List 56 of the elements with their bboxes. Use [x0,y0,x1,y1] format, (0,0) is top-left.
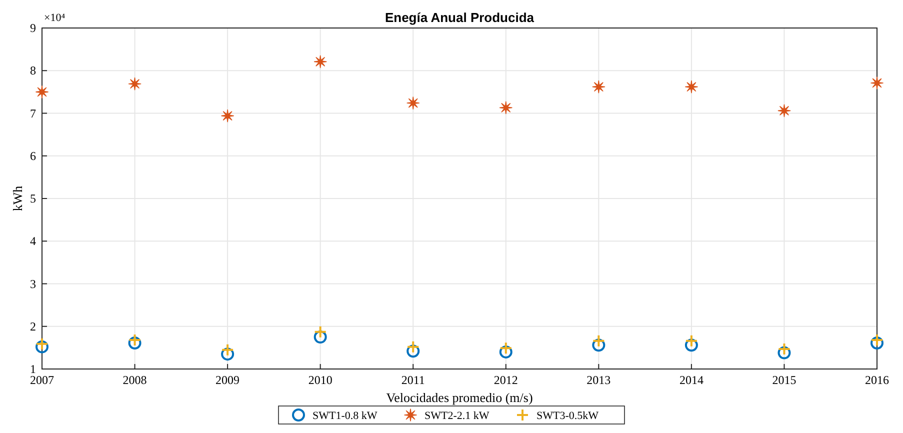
point [221,109,234,122]
point [685,80,698,94]
point [870,334,884,347]
point [314,325,327,338]
point [684,338,698,352]
point [592,338,606,352]
x-tick-label: 2011 [401,373,425,387]
y-tick-label: 4 [30,234,36,248]
point [406,344,420,358]
y-tick-label: 6 [30,148,36,163]
y-axis-title: kWh [10,185,25,212]
point [499,342,512,355]
point [36,86,48,98]
x-tick-label: 2012 [494,373,518,387]
point [499,345,512,358]
point [36,337,48,350]
point [314,330,327,344]
legend-label: SWT2-2.1 kW [424,410,490,422]
y-tick-label: 3 [30,276,36,291]
x-tick-label: 2008 [122,373,147,387]
chart-title: Enegía Anual Producida [384,10,535,25]
legend-label: SWT3-0.5kW [536,410,600,422]
point [314,55,327,68]
x-tick-label: 2016 [865,373,889,387]
x-tick-label: 2013 [586,373,611,387]
y-tick-label: 9 [30,21,36,35]
x-axis-title: Velocidades promedio (m/s) [386,390,533,405]
point [128,336,142,350]
legend-label: SWT1-0.8 kW [312,410,378,422]
y-tick-label: 1 [30,362,36,376]
point [406,96,420,110]
x-tick-label: 2009 [216,373,240,387]
x-tick-label: 2015 [772,373,796,387]
point [778,346,791,360]
point [778,104,791,118]
point [499,101,512,114]
point [36,340,48,354]
point [128,77,142,90]
y-tick-label: 2 [30,319,36,334]
x-tick-label: 2010 [308,373,332,387]
point [221,343,234,356]
point [221,348,234,361]
point [684,334,698,348]
point [592,80,606,94]
y-tick-label: 7 [30,106,36,120]
point [592,334,606,348]
point [870,76,884,90]
x-tick-label: 2007 [30,373,54,387]
point [870,336,884,350]
point [778,342,791,356]
point [406,340,420,354]
y-tick-label: 5 [30,192,36,206]
text: ×10⁴ [44,12,66,24]
x-tick-label: 2014 [679,373,704,387]
y-tick-label: 8 [30,64,36,78]
point [128,334,142,347]
